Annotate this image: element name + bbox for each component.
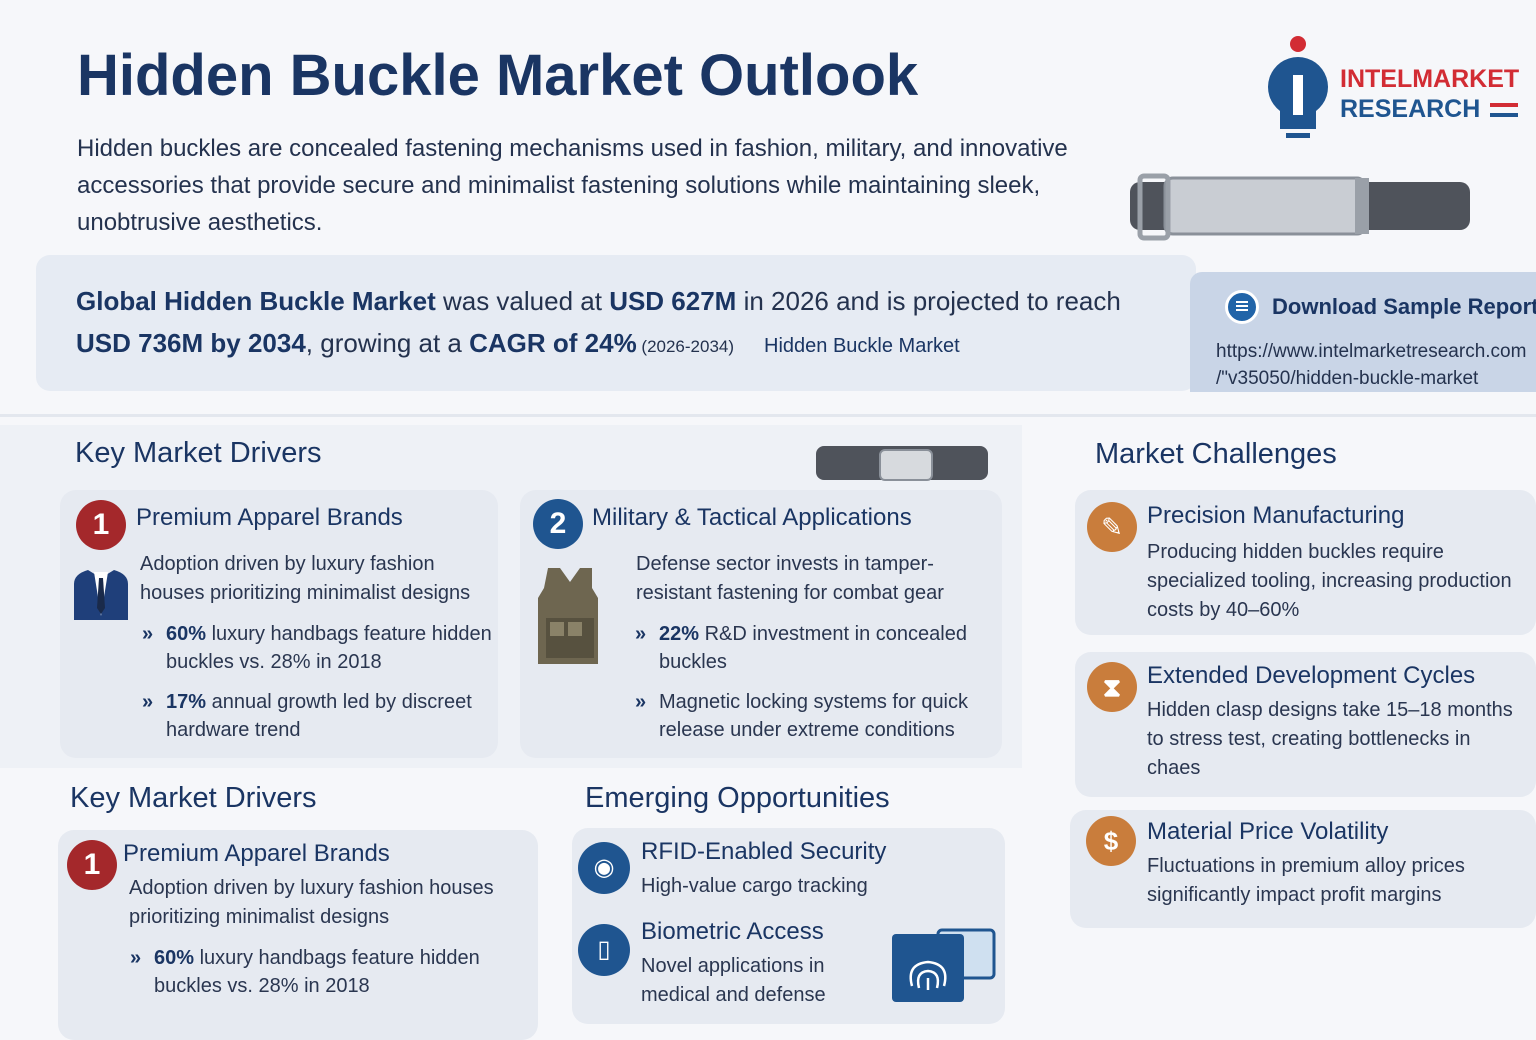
page-description: Hidden buckles are concealed fastening m… [77, 135, 1068, 236]
driver-card: 1 Premium Apparel Brands Adoption driven… [58, 830, 538, 1040]
card-title: Extended Development Cycles [1147, 662, 1476, 689]
card-title: Premium Apparel Brands [123, 840, 390, 867]
challenge-card: $ Material Price Volatility Fluctuations… [1070, 810, 1536, 928]
number-badge: 1 [67, 840, 117, 890]
section-title-opportunities: Emerging Opportunities [585, 782, 890, 814]
fingerprint-scanner-icon [892, 928, 996, 1002]
page-title: Hidden Buckle Market Outlook [77, 43, 919, 108]
suit-icon [74, 570, 128, 620]
market-summary-band [36, 255, 1196, 391]
card-text: High-value cargo tracking [641, 875, 868, 897]
report-icon [1225, 290, 1259, 324]
belt-buckle-image [816, 446, 988, 481]
card-title: Precision Manufacturing [1147, 502, 1405, 529]
card-text: Adoption driven by luxury fashion houses… [129, 877, 494, 928]
section-title-drivers: Key Market Drivers [75, 437, 322, 469]
section-title-drivers-2: Key Market Drivers [70, 782, 317, 814]
pencil-icon: ✎ [1087, 502, 1137, 552]
rfid-icon: ◉ [578, 842, 630, 894]
card-text: Fluctuations in premium alloy prices sig… [1147, 855, 1465, 906]
card-title: Military & Tactical Applications [592, 504, 912, 531]
card-title: Material Price Volatility [1147, 818, 1389, 845]
card-title: RFID-Enabled Security [641, 838, 887, 865]
card-title: Premium Apparel Brands [136, 504, 403, 531]
divider [0, 414, 1536, 417]
bullet: » 60% luxury handbags feature hidden buck… [142, 623, 492, 673]
bullet: » 22% R&D investment in concealed buckles [635, 623, 967, 673]
report-url[interactable]: https://www.intelmarketresearch.com/"v35… [1216, 341, 1527, 389]
card-text: Defense sector invests in tamper-resista… [636, 553, 944, 604]
belt-image [1130, 173, 1470, 241]
market-tag: Hidden Buckle Market [764, 335, 960, 357]
card-text: Adoption driven by luxury fashion houses… [140, 553, 471, 604]
device-icon: ▯ [578, 924, 630, 976]
logo: INTELMARKET RESEARCH [1262, 35, 1522, 145]
number-badge: 1 [76, 500, 126, 550]
bullet: » 17% annual growth led by discreet hardw… [142, 691, 472, 741]
logo-line1: INTELMARKET [1340, 65, 1520, 93]
challenge-card: ⧗ Extended Development Cycles Hidden cla… [1075, 652, 1536, 797]
bullet: » Magnetic locking systems for quick rele… [635, 691, 969, 741]
card-text: Hidden clasp designs take 15–18 months t… [1147, 699, 1513, 779]
driver-card: 2 Military & Tactical Applications Defen… [520, 490, 1002, 758]
hourglass-icon: ⧗ [1087, 662, 1137, 712]
download-sample-report-button[interactable]: Download Sample Report https://www.intel… [1190, 272, 1536, 392]
tactical-vest-icon [538, 568, 598, 664]
card-title: Biometric Access [641, 918, 824, 945]
opportunities-card: ◉ RFID-Enabled Security High-value cargo… [572, 828, 1005, 1024]
logo-mark-icon [1268, 36, 1328, 138]
market-summary-text: Global Hidden Buckle Market was valued a… [76, 280, 1181, 368]
challenge-card: ✎ Precision Manufacturing Producing hidd… [1075, 490, 1536, 635]
logo-line2: RESEARCH [1340, 95, 1481, 123]
number-badge: 2 [533, 499, 583, 549]
dollar-icon: $ [1086, 816, 1136, 866]
bullet: » 60% luxury handbags feature hidden buck… [130, 947, 480, 997]
section-title-challenges: Market Challenges [1095, 438, 1337, 470]
card-text: Producing hidden buckles require special… [1147, 541, 1512, 621]
card-text: Novel applications in medical and defens… [641, 955, 826, 1006]
driver-card: 1 Premium Apparel Brands Adoption driven… [60, 490, 498, 758]
